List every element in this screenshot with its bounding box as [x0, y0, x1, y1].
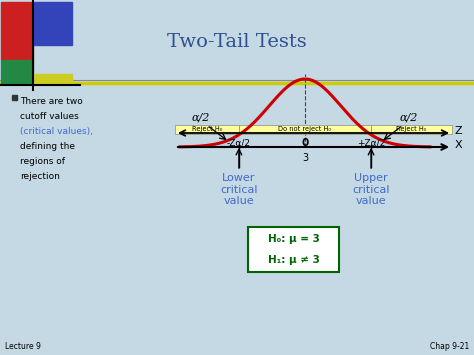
Text: H₁: μ ≠ 3: H₁: μ ≠ 3: [268, 255, 320, 265]
Text: X: X: [455, 140, 463, 150]
Bar: [12, 95, 17, 100]
Bar: [175, 125, 239, 133]
Text: rejection: rejection: [20, 172, 60, 181]
Bar: [1, 2, 33, 60]
Text: Two-Tail Tests: Two-Tail Tests: [167, 33, 307, 51]
Bar: [371, 125, 452, 133]
Bar: [34, 74, 72, 84]
Text: Lecture 9: Lecture 9: [5, 342, 41, 351]
Text: cutoff values: cutoff values: [20, 112, 79, 121]
Text: 0: 0: [301, 138, 309, 148]
Text: Upper
critical
value: Upper critical value: [352, 173, 390, 206]
Text: Lower
critical
value: Lower critical value: [220, 173, 258, 206]
Text: Reject H₀: Reject H₀: [396, 126, 427, 132]
Text: Z: Z: [455, 126, 463, 136]
Text: -Zα/2: -Zα/2: [227, 138, 251, 147]
Text: +Zα/2: +Zα/2: [357, 138, 385, 147]
FancyBboxPatch shape: [248, 226, 339, 272]
Text: regions of: regions of: [20, 157, 65, 166]
Text: Reject H₀: Reject H₀: [192, 126, 222, 132]
Text: Do not reject H₀: Do not reject H₀: [279, 126, 331, 132]
Bar: [1, 60, 33, 84]
Text: Chap 9-21: Chap 9-21: [430, 342, 469, 351]
Text: There are two: There are two: [20, 97, 83, 106]
Text: (critical values),: (critical values),: [20, 127, 93, 136]
Bar: [239, 125, 371, 133]
Text: α/2: α/2: [192, 112, 210, 122]
Text: defining the: defining the: [20, 142, 75, 151]
Text: 3: 3: [302, 153, 308, 163]
Bar: [34, 2, 72, 45]
Text: α/2: α/2: [400, 112, 418, 122]
Text: H₀: μ = 3: H₀: μ = 3: [268, 234, 320, 244]
